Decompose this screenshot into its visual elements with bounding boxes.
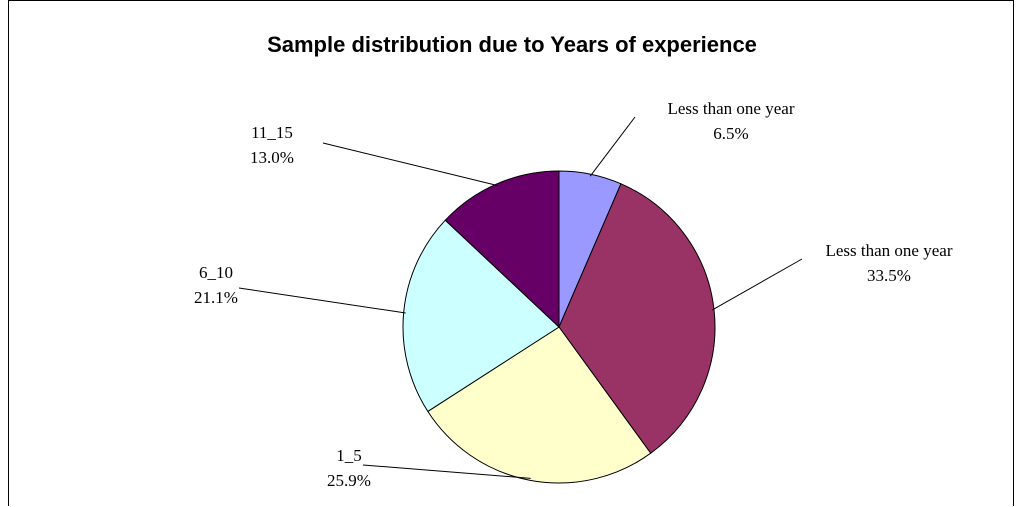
leader-line-4 [322, 142, 498, 187]
slice-value-label-2: 25.9% [327, 471, 371, 490]
slice-label-1: Less than one year [826, 241, 953, 260]
slice-label-0: Less than one year [668, 99, 795, 118]
pie-slice-1 [558, 183, 716, 454]
slice-label-3: 6_10 [199, 263, 233, 282]
leader-line-2 [362, 464, 531, 479]
pie-slice-2 [427, 326, 652, 484]
slice-value-label-4: 13.0% [250, 148, 294, 167]
slice-value-label-3: 21.1% [194, 288, 238, 307]
pie-chart: Sample distribution due to Years of expe… [194, 32, 953, 490]
chart-title: Sample distribution due to Years of expe… [267, 32, 757, 57]
leader-line-1 [711, 258, 803, 311]
chart-frame: Sample distribution due to Years of expe… [8, 0, 1014, 506]
slice-value-label-1: 33.5% [867, 266, 911, 285]
slice-value-label-0: 6.5% [713, 124, 748, 143]
leader-lines [238, 116, 803, 479]
slice-label-2: 1_5 [336, 446, 362, 465]
slice-labels: Less than one year 6.5% Less than one year… [194, 99, 953, 490]
pie-slices [402, 170, 716, 484]
slice-label-4: 11_15 [251, 123, 293, 142]
leader-line-3 [238, 287, 406, 314]
leader-line-0 [589, 116, 636, 177]
pie-slice-4 [444, 170, 560, 329]
